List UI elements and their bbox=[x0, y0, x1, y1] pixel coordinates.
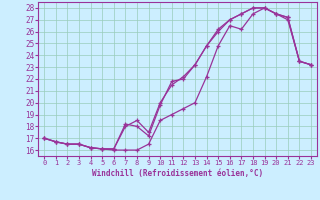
X-axis label: Windchill (Refroidissement éolien,°C): Windchill (Refroidissement éolien,°C) bbox=[92, 169, 263, 178]
